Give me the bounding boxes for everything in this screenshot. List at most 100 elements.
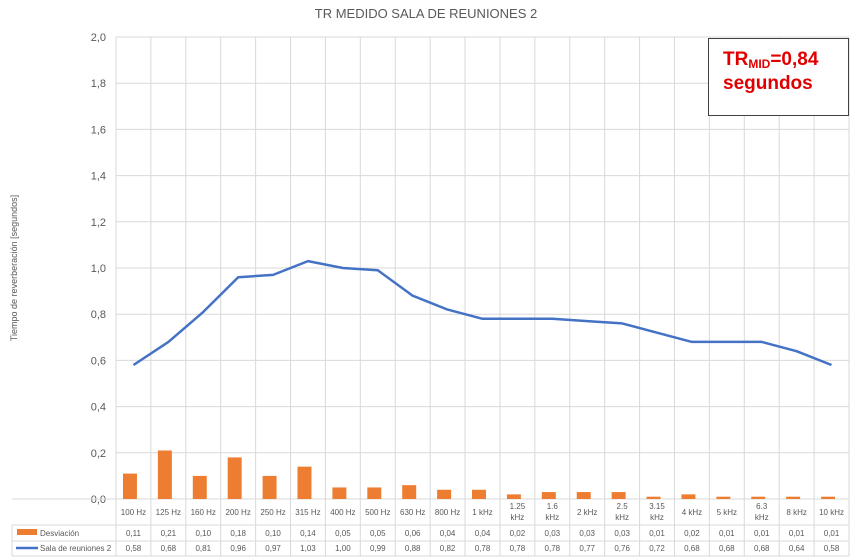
table-value-desviacion: 0,03 xyxy=(614,529,630,538)
x-tick-label: kHz xyxy=(650,513,664,522)
table-value-desviacion: 0,14 xyxy=(300,529,316,538)
table-value-sala: 0,76 xyxy=(614,544,630,553)
x-tick-label: kHz xyxy=(545,513,559,522)
table-value-sala: 0,68 xyxy=(161,544,177,553)
bar-desviacion xyxy=(192,475,207,499)
y-tick-label: 1,8 xyxy=(91,78,106,90)
x-tick-label: kHz xyxy=(755,513,769,522)
table-value-desviacion: 0,05 xyxy=(370,529,386,538)
table-value-sala: 0,72 xyxy=(649,544,665,553)
tr-mid-annotation: TRMID=0,84 segundos xyxy=(708,38,849,116)
x-tick-label: kHz xyxy=(511,513,525,522)
tr-value: =0,84 xyxy=(770,49,819,70)
y-tick-label: 0,4 xyxy=(91,402,106,414)
table-value-sala: 1,00 xyxy=(335,544,351,553)
line-sala-de-reuniones-2 xyxy=(132,259,832,367)
bar-desviacion xyxy=(716,496,731,499)
table-value-sala: 0,58 xyxy=(824,544,840,553)
x-tick-label: 8 kHz xyxy=(786,508,806,517)
x-tick-label: 500 Hz xyxy=(365,508,390,517)
y-tick-label: 1,6 xyxy=(91,124,106,136)
table-value-sala: 0,77 xyxy=(579,544,595,553)
table-value-desviacion: 0,02 xyxy=(510,529,526,538)
tr-prefix: TR xyxy=(723,49,749,70)
bar-desviacion xyxy=(227,457,242,499)
table-value-desviacion: 0,04 xyxy=(475,529,491,538)
x-tick-label: 10 kHz xyxy=(819,508,844,517)
table-value-sala: 0,68 xyxy=(684,544,700,553)
table-value-sala: 0,88 xyxy=(405,544,421,553)
table-value-desviacion: 0,03 xyxy=(545,529,561,538)
table-value-desviacion: 0,01 xyxy=(649,529,665,538)
table-value-sala: 0,82 xyxy=(440,544,456,553)
y-tick-label: 1,0 xyxy=(91,263,106,275)
table-value-desviacion: 0,01 xyxy=(824,529,840,538)
bar-desviacion xyxy=(751,496,766,499)
table-value-desviacion: 0,01 xyxy=(719,529,735,538)
x-tick-label: 800 Hz xyxy=(435,508,460,517)
bar-desviacion xyxy=(786,496,801,499)
x-tick-label: 6.3 xyxy=(756,502,768,511)
bar-desviacion xyxy=(646,496,661,499)
x-tick-label: 630 Hz xyxy=(400,508,425,517)
chart-title: TR MEDIDO SALA DE REUNIONES 2 xyxy=(314,6,538,21)
tr-unit: segundos xyxy=(723,73,813,94)
legend-label-sala: Sala de reuniones 2 xyxy=(40,544,112,553)
tr-subscript: MID xyxy=(748,57,771,71)
bar-desviacion xyxy=(402,485,417,499)
table-value-desviacion: 0,11 xyxy=(126,529,142,538)
x-tick-label: 2.5 xyxy=(617,502,629,511)
y-tick-label: 0,6 xyxy=(91,355,106,367)
legend-key-desviacion xyxy=(17,529,37,535)
y-tick-label: 2,0 xyxy=(91,32,106,44)
y-tick-label: 0,0 xyxy=(91,494,106,506)
x-tick-label: 1.25 xyxy=(510,502,526,511)
x-tick-label: kHz xyxy=(615,513,629,522)
legend-label-desviacion: Desviación xyxy=(40,529,79,538)
bar-desviacion xyxy=(262,475,277,499)
x-tick-label: 4 kHz xyxy=(682,508,702,517)
x-tick-label: 250 Hz xyxy=(260,508,285,517)
bar-desviacion xyxy=(821,496,836,499)
table-value-sala: 1,03 xyxy=(300,544,316,553)
table-value-sala: 0,58 xyxy=(126,544,142,553)
table-value-desviacion: 0,18 xyxy=(230,529,246,538)
bar-desviacion xyxy=(576,492,591,499)
bar-desviacion xyxy=(541,492,556,499)
x-tick-label: 5 kHz xyxy=(717,508,737,517)
table-value-sala: 0,97 xyxy=(265,544,281,553)
bar-desviacion xyxy=(611,492,626,499)
bar-desviacion xyxy=(472,489,486,499)
table-value-desviacion: 0,21 xyxy=(161,529,177,538)
table-value-desviacion: 0,02 xyxy=(684,529,700,538)
x-tick-label: 315 Hz xyxy=(295,508,320,517)
table-value-desviacion: 0,01 xyxy=(789,529,805,538)
bar-desviacion xyxy=(681,494,696,499)
table-value-sala: 0,78 xyxy=(475,544,491,553)
x-tick-label: 400 Hz xyxy=(330,508,355,517)
table-value-sala: 0,64 xyxy=(789,544,805,553)
table-value-sala: 0,81 xyxy=(195,544,211,553)
x-tick-label: 2 kHz xyxy=(577,508,597,517)
table-value-desviacion: 0,10 xyxy=(265,529,281,538)
bar-desviacion xyxy=(367,487,382,499)
table-value-desviacion: 0,04 xyxy=(440,529,456,538)
table-value-desviacion: 0,05 xyxy=(335,529,351,538)
bar-desviacion xyxy=(506,494,521,499)
y-tick-label: 1,4 xyxy=(91,171,106,183)
x-tick-label: 125 Hz xyxy=(156,508,181,517)
x-tick-label: 3.15 xyxy=(649,502,665,511)
table-value-sala: 0,78 xyxy=(545,544,561,553)
table-value-desviacion: 0,10 xyxy=(195,529,211,538)
x-tick-label: 1.6 xyxy=(547,502,559,511)
bar-desviacion xyxy=(122,473,137,499)
table-value-desviacion: 0,03 xyxy=(579,529,595,538)
table-value-sala: 0,68 xyxy=(719,544,735,553)
bar-desviacion xyxy=(437,489,452,499)
table-value-sala: 0,68 xyxy=(754,544,770,553)
bar-desviacion xyxy=(332,487,347,499)
x-tick-label: 100 Hz xyxy=(121,508,146,517)
table-value-sala: 0,78 xyxy=(510,544,526,553)
x-tick-label: 160 Hz xyxy=(191,508,216,517)
